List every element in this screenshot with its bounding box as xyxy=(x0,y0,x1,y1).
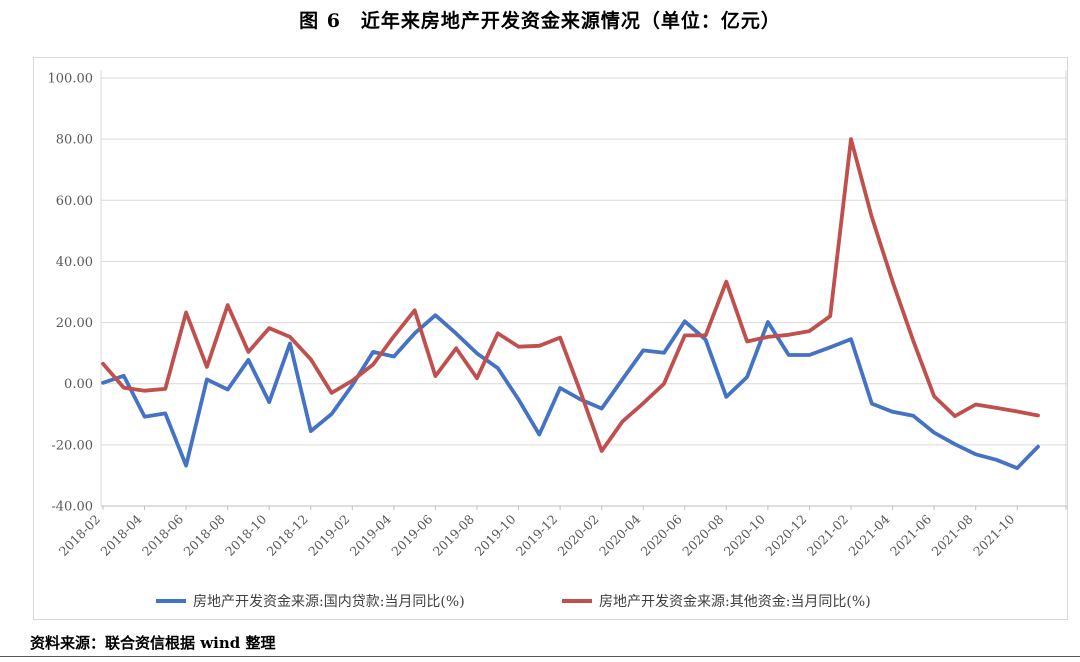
x-axis-tick-label: 2018-08 xyxy=(180,511,227,558)
y-axis-tick-label: 60.00 xyxy=(56,194,93,209)
y-axis-tick-label: -40.00 xyxy=(51,500,93,515)
x-axis-tick-label: 2021-10 xyxy=(970,511,1017,558)
x-axis-tick-label: 2020-06 xyxy=(638,511,685,558)
legend-label-other-funds: 房地产开发资金来源:其他资金:当月同比(%) xyxy=(599,594,871,610)
x-axis-tick-label: 2021-06 xyxy=(887,511,934,558)
x-axis-tick-label: 2018-06 xyxy=(139,511,186,558)
x-axis-tick-label: 2018-12 xyxy=(264,512,311,559)
x-axis-tick-label: 2021-02 xyxy=(804,512,851,559)
x-axis-tick-label: 2019-02 xyxy=(305,512,352,559)
x-axis-tick-label: 2019-04 xyxy=(347,511,394,558)
y-axis-tick-label: 40.00 xyxy=(56,255,93,270)
x-axis-tick-label: 2020-10 xyxy=(721,511,768,558)
y-axis-tick-label: 0.00 xyxy=(64,377,93,392)
series-line-domestic-loans xyxy=(101,313,1040,471)
chart-frame: 100.00 80.00 60.00 40.00 20.00 0.00 -20.00 -40.… xyxy=(33,57,1068,620)
y-axis-tick-label: 80.00 xyxy=(56,133,93,148)
x-axis-tick-label: 2020-04 xyxy=(596,511,643,558)
x-axis-tick-label: 2019-08 xyxy=(430,511,477,558)
x-axis-tick-label: 2018-04 xyxy=(97,511,144,558)
x-axis-tick-label: 2019-06 xyxy=(388,511,435,558)
legend-item-domestic-loans: 房地产开发资金来源:国内贷款:当月同比(%) xyxy=(156,594,465,610)
x-axis-tick-label: 2018-10 xyxy=(222,511,269,558)
y-axis-tick-label: 20.00 xyxy=(56,316,93,331)
x-axis-tick-label: 2021-04 xyxy=(845,511,892,558)
source-note: 资料来源：联合资信根据 wind 整理 xyxy=(30,634,276,652)
bottom-rule xyxy=(0,656,1080,657)
x-axis-tick-label: 2018-02 xyxy=(56,512,103,559)
legend-item-other-funds: 房地产开发资金来源:其他资金:当月同比(%) xyxy=(562,594,871,610)
x-axis-tick-label: 2020-12 xyxy=(762,512,809,559)
page-title: 图 6 近年来房地产开发资金来源情况（单位：亿元） xyxy=(299,10,781,32)
x-axis-tick-label: 2020-08 xyxy=(679,511,726,558)
y-axis-tick-label: -20.00 xyxy=(51,438,93,453)
x-axis-tick-label: 2019-12 xyxy=(513,512,560,559)
legend-label-domestic-loans: 房地产开发资金来源:国内贷款:当月同比(%) xyxy=(193,594,465,610)
x-axis-tick-label: 2019-10 xyxy=(471,511,518,558)
x-axis-tick-label: 2021-08 xyxy=(928,511,975,558)
y-axis-tick-label: 100.00 xyxy=(48,72,94,87)
x-axis-tick-label: 2020-02 xyxy=(554,512,601,559)
series-line-other-funds xyxy=(101,137,1040,453)
chart-canvas: 100.00 80.00 60.00 40.00 20.00 0.00 -20.00 -40.… xyxy=(48,70,1067,610)
